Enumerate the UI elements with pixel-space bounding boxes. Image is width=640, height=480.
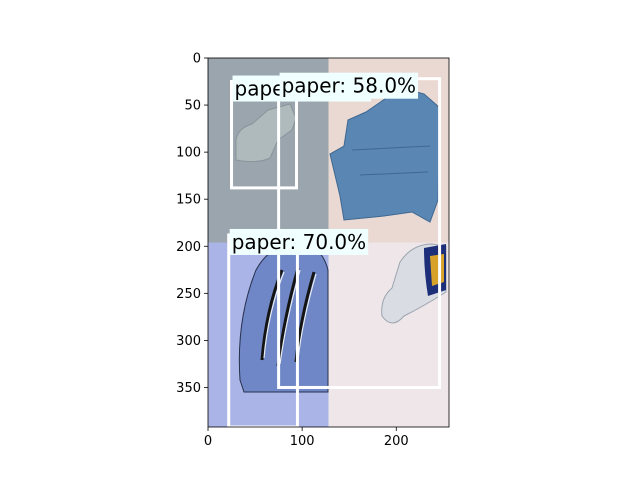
y-tick-label: 200 (176, 240, 201, 255)
blue-cardboard-shape (329, 87, 441, 223)
crushed-can-shape (238, 241, 329, 393)
detection-label-3: paper: 58.0% (279, 72, 419, 99)
x-tick-label: 200 (384, 434, 409, 449)
detection-label-bg (279, 72, 419, 99)
y-tick-label: 250 (176, 287, 201, 302)
y-tick-label: 350 (176, 381, 201, 396)
axes-frame (207, 57, 450, 428)
y-tick-label: 300 (176, 334, 201, 349)
y-tick-label: 0 (193, 52, 201, 67)
detection-label-text: paper: 70.0% (232, 230, 366, 254)
x-tick-label: 0 (204, 434, 212, 449)
y-tick-label: 150 (176, 193, 201, 208)
detection-label-2: paper: 70.0% (229, 228, 369, 255)
detection-label-bg (229, 228, 369, 255)
y-tick-label: 100 (176, 146, 201, 161)
detections: paper: 72.0%paper: 70.0%paper: 58.0% (227, 72, 442, 427)
glass-bottle-shape (235, 103, 297, 163)
axes: 0 100 200 0 50 100 150 200 250 300 350 (176, 52, 450, 449)
detection-label-text: paper: 58.0% (282, 74, 416, 98)
x-tick-label: 100 (290, 434, 315, 449)
y-tick-label: 50 (184, 99, 201, 114)
